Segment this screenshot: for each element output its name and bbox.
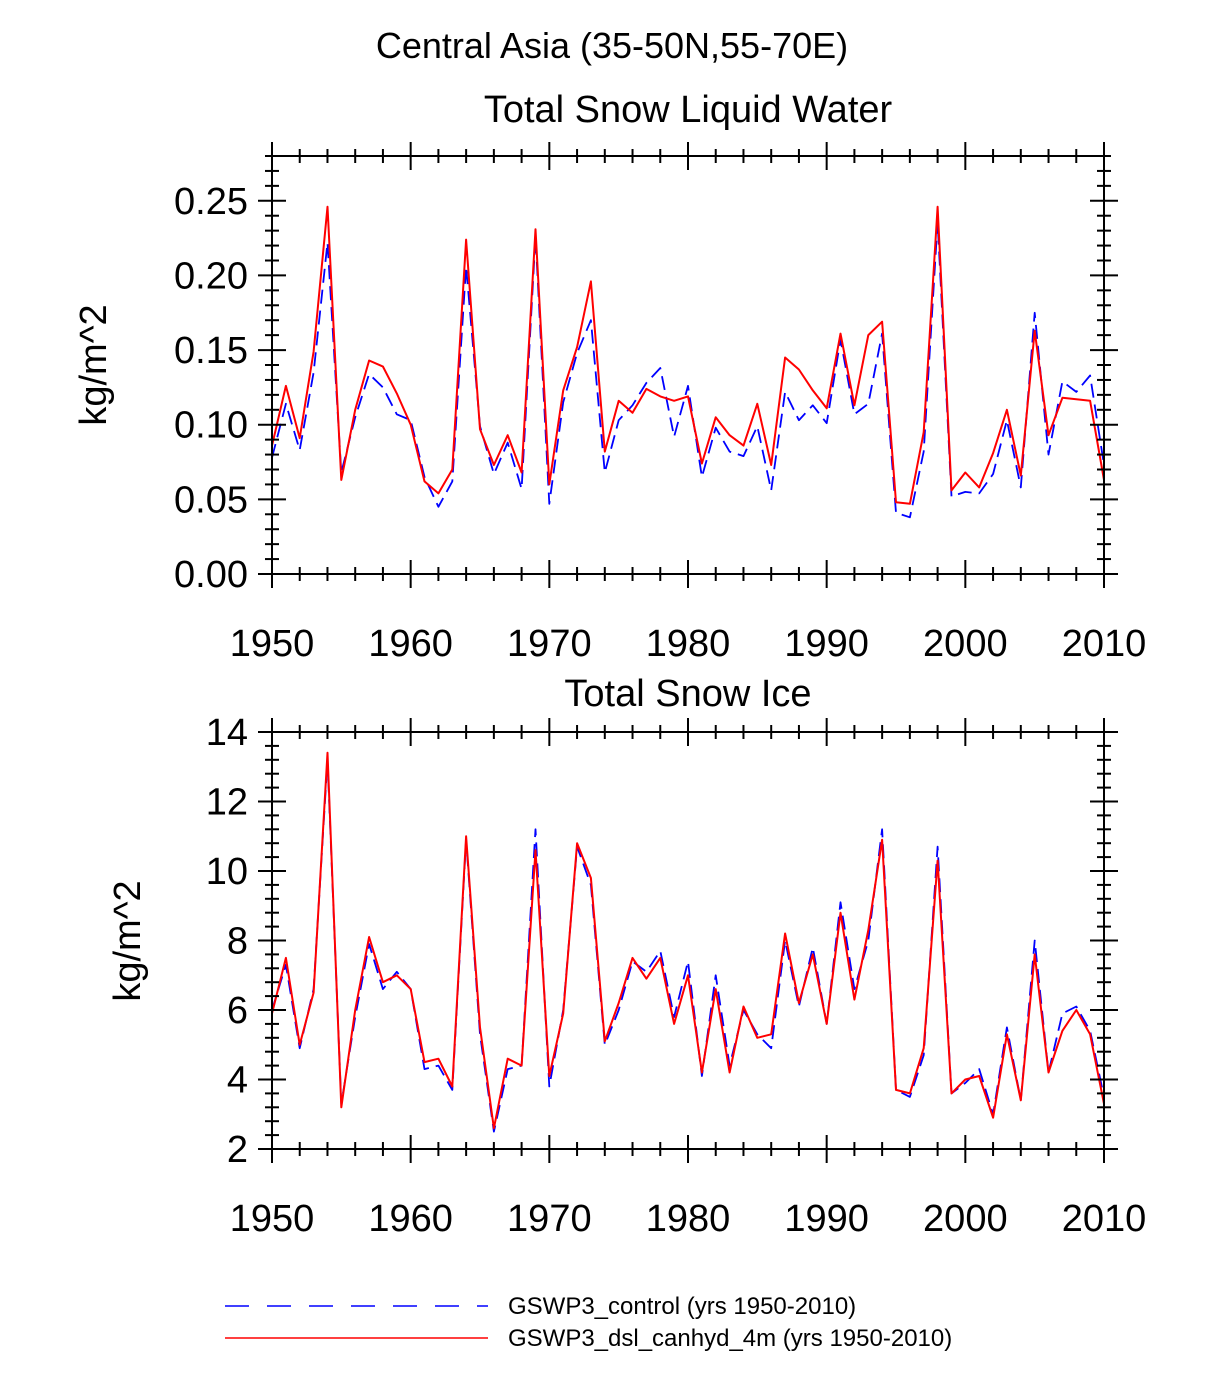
series-line-control — [271, 220, 1105, 519]
y-axis-label: kg/m^2 — [107, 880, 149, 1001]
y-tick-label: 0.15 — [174, 330, 248, 372]
y-tick-label: 8 — [227, 921, 248, 963]
plot-frame — [271, 731, 1105, 1150]
series-line-dsl-canhyd — [271, 205, 1105, 505]
panel-snow-liquid-water: Total Snow Liquid Water kg/m^2 1950 1960 1… — [73, 89, 1146, 665]
x-tick-label: 1990 — [784, 623, 869, 665]
series-layer — [271, 751, 1105, 1133]
x-tick-label: 2010 — [1062, 1198, 1147, 1240]
x-tick-label: 1980 — [646, 623, 731, 665]
y-tick-label: 14 — [206, 712, 248, 754]
legend: GSWP3_control (yrs 1950-2010) GSWP3_dsl_… — [225, 1293, 952, 1352]
y-tick-label: 0.00 — [174, 554, 248, 596]
tick-layer: 1950 1960 1970 1980 1990 2000 2010 2 4 6 8 10 12 14 — [206, 712, 1147, 1240]
x-tick-label: 1990 — [784, 1198, 869, 1240]
series-line-dsl-canhyd — [271, 751, 1105, 1130]
series-layer — [271, 205, 1105, 519]
x-tick-label: 2000 — [923, 1198, 1008, 1240]
panel-snow-ice: Total Snow Ice kg/m^2 1950 1960 1970 1980 19… — [107, 673, 1146, 1240]
y-tick-label: 12 — [206, 782, 248, 824]
y-tick-label: 6 — [227, 990, 248, 1032]
y-tick-label: 0.25 — [174, 181, 248, 223]
y-tick-label: 10 — [206, 851, 248, 893]
x-tick-label: 1960 — [368, 1198, 453, 1240]
figure-title: Central Asia (35-50N,55-70E) — [376, 25, 848, 66]
panel-title: Total Snow Liquid Water — [484, 89, 893, 131]
legend-label-dsl-canhyd: GSWP3_dsl_canhyd_4m (yrs 1950-2010) — [508, 1325, 952, 1352]
x-tick-label: 2010 — [1062, 623, 1147, 665]
x-tick-label: 1950 — [230, 1198, 315, 1240]
x-tick-label: 1960 — [368, 623, 453, 665]
tick-layer: 1950 1960 1970 1980 1990 2000 2010 0.00 0.05 0.10… — [174, 142, 1146, 665]
y-tick-label: 0.05 — [174, 479, 248, 521]
x-tick-label: 1980 — [646, 1198, 731, 1240]
panel-title: Total Snow Ice — [564, 673, 811, 715]
plot-frame — [271, 155, 1105, 575]
y-tick-label: 2 — [227, 1129, 248, 1171]
legend-label-control: GSWP3_control (yrs 1950-2010) — [508, 1293, 856, 1320]
x-tick-label: 1950 — [230, 623, 315, 665]
y-tick-label: 0.20 — [174, 255, 248, 297]
x-tick-label: 2000 — [923, 623, 1008, 665]
x-tick-label: 1970 — [507, 1198, 592, 1240]
y-tick-label: 0.10 — [174, 405, 248, 447]
y-axis-label: kg/m^2 — [73, 304, 115, 425]
y-tick-label: 4 — [227, 1060, 248, 1102]
x-tick-label: 1970 — [507, 623, 592, 665]
